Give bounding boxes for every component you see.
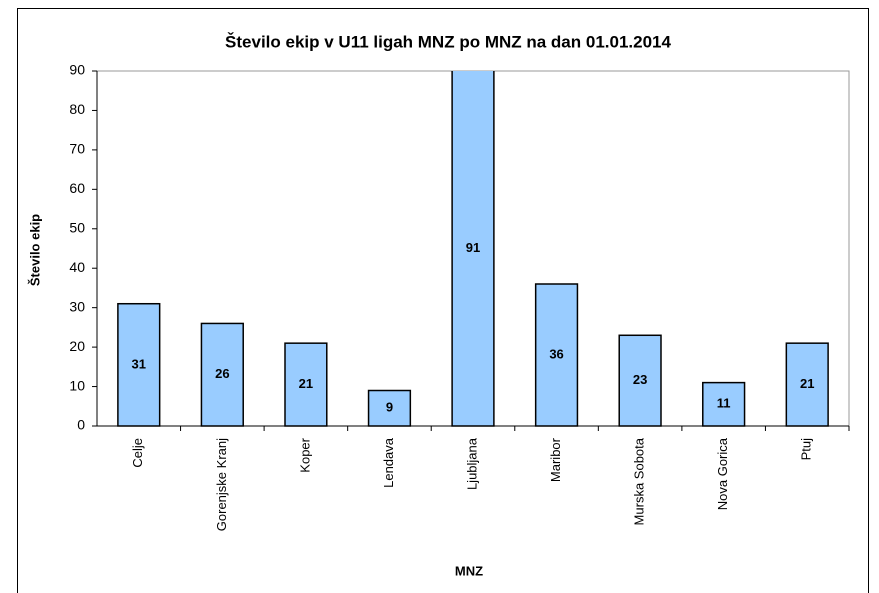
y-tick-label: 60 — [69, 180, 85, 196]
value-label: 11 — [717, 396, 731, 411]
y-tick-label: 40 — [69, 259, 85, 275]
bar — [702, 381, 746, 427]
bar — [618, 334, 662, 427]
bar — [451, 71, 495, 427]
bar — [785, 342, 829, 427]
plot-border — [97, 70, 850, 426]
value-label: 31 — [132, 356, 146, 371]
x-tick-label: Ptuj — [799, 438, 814, 461]
x-tick-label: Maribor — [548, 437, 563, 482]
y-tick-label: 10 — [69, 377, 85, 393]
x-tick-label: Murska Sobota — [632, 437, 647, 525]
x-tick-label: Nova Gorica — [715, 437, 730, 510]
y-tick-label: 50 — [69, 219, 85, 235]
y-tick-label: 20 — [69, 338, 85, 354]
x-axis-label: MNZ — [455, 563, 483, 578]
y-axis-label: Število ekip — [27, 214, 42, 286]
chart-title: Število ekip v U11 ligah MNZ po MNZ na d… — [225, 32, 671, 51]
y-tick-label: 30 — [69, 298, 85, 314]
value-label: 23 — [633, 372, 647, 387]
x-tick-label: Gorenjske Kranj — [214, 438, 229, 531]
bar — [200, 322, 244, 427]
value-label: 21 — [299, 376, 313, 391]
y-tick-label: 80 — [69, 101, 85, 117]
chart-border — [17, 8, 869, 593]
x-tick-label: Lendava — [381, 437, 396, 488]
x-tick-label: Koper — [297, 437, 312, 472]
value-label: 36 — [549, 346, 563, 361]
value-label: 9 — [386, 400, 393, 415]
x-tick-label: Ljubljana — [464, 437, 479, 490]
x-tick-label: Celje — [130, 438, 145, 468]
value-label: 91 — [466, 240, 480, 255]
y-tick-label: 0 — [77, 417, 85, 433]
value-label: 26 — [215, 366, 229, 381]
value-label: 21 — [800, 376, 814, 391]
y-tick-label: 90 — [69, 62, 85, 78]
y-tick-label: 70 — [69, 141, 85, 157]
bar — [534, 283, 579, 427]
bars — [117, 71, 829, 427]
